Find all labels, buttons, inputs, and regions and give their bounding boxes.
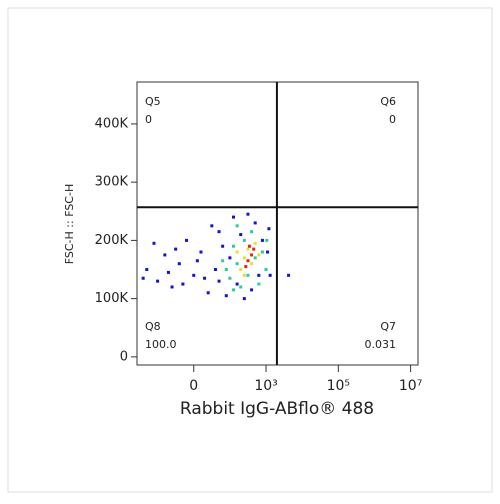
point bbox=[228, 256, 232, 260]
quadrant-name: Q8 bbox=[145, 320, 161, 333]
point bbox=[242, 273, 246, 277]
point bbox=[250, 253, 254, 257]
point bbox=[195, 259, 199, 263]
point bbox=[152, 241, 156, 245]
point bbox=[257, 282, 261, 286]
point bbox=[242, 256, 246, 260]
point bbox=[217, 279, 221, 283]
point bbox=[246, 273, 250, 277]
point bbox=[239, 268, 243, 272]
point bbox=[260, 238, 264, 242]
point bbox=[170, 285, 174, 289]
point bbox=[246, 247, 250, 251]
point bbox=[257, 273, 261, 277]
point bbox=[163, 253, 167, 257]
point bbox=[268, 273, 272, 277]
point bbox=[235, 224, 239, 228]
point bbox=[232, 215, 236, 219]
x-tick-label: 10³ bbox=[254, 378, 277, 394]
point bbox=[246, 259, 250, 263]
point bbox=[221, 259, 225, 263]
point bbox=[210, 224, 214, 228]
point bbox=[221, 244, 225, 248]
quadrant-name: Q7 bbox=[380, 320, 396, 333]
point bbox=[235, 250, 239, 254]
y-tick-label: 0 bbox=[120, 349, 128, 364]
point bbox=[217, 230, 221, 234]
point bbox=[246, 212, 250, 216]
y-axis-label: FSC-H :: FSC-H bbox=[63, 184, 76, 264]
point bbox=[177, 262, 181, 266]
point bbox=[253, 241, 257, 245]
point bbox=[264, 268, 268, 272]
quadrant-value: 0 bbox=[389, 113, 396, 126]
point bbox=[235, 282, 239, 286]
point bbox=[250, 230, 254, 234]
point bbox=[181, 282, 185, 286]
point bbox=[185, 238, 189, 242]
point bbox=[145, 268, 149, 272]
quadrant-name: Q6 bbox=[380, 95, 396, 108]
quadrant-value: 0 bbox=[145, 113, 152, 126]
y-tick-label: 300K bbox=[95, 175, 129, 190]
point bbox=[192, 273, 196, 277]
frame bbox=[7, 7, 493, 493]
quadrant-value: 0.031 bbox=[365, 338, 397, 351]
point bbox=[239, 233, 243, 237]
point bbox=[253, 256, 257, 260]
point bbox=[260, 250, 264, 254]
point bbox=[166, 270, 170, 274]
point bbox=[265, 238, 269, 242]
x-tick-label: 10⁵ bbox=[327, 378, 350, 394]
point bbox=[257, 253, 261, 257]
point bbox=[224, 268, 228, 272]
point bbox=[250, 262, 254, 266]
point bbox=[287, 273, 291, 277]
y-tick-label: 200K bbox=[95, 233, 129, 248]
point bbox=[242, 238, 246, 242]
point bbox=[250, 288, 254, 292]
point bbox=[266, 250, 270, 254]
point bbox=[244, 265, 248, 269]
point bbox=[156, 279, 160, 283]
x-tick-label: 0 bbox=[189, 378, 198, 394]
point bbox=[242, 297, 246, 301]
x-axis-label: Rabbit IgG-ABflo® 488 bbox=[180, 399, 374, 419]
point bbox=[199, 250, 203, 254]
point bbox=[213, 268, 217, 272]
point bbox=[228, 276, 232, 280]
y-tick-label: 400K bbox=[95, 116, 129, 131]
point bbox=[247, 244, 251, 248]
point bbox=[235, 262, 239, 266]
point bbox=[224, 294, 228, 298]
quadrant-name: Q5 bbox=[145, 95, 161, 108]
point bbox=[253, 221, 257, 225]
y-tick-label: 100K bbox=[95, 291, 129, 306]
point bbox=[267, 227, 271, 231]
point bbox=[203, 276, 207, 280]
quadrant-value: 100.0 bbox=[145, 338, 177, 351]
point bbox=[239, 285, 243, 289]
point bbox=[252, 247, 256, 251]
point bbox=[232, 244, 236, 248]
point bbox=[232, 288, 236, 292]
point bbox=[174, 247, 178, 251]
point bbox=[206, 291, 210, 295]
point bbox=[141, 276, 145, 280]
x-tick-label: 10⁷ bbox=[399, 378, 422, 394]
